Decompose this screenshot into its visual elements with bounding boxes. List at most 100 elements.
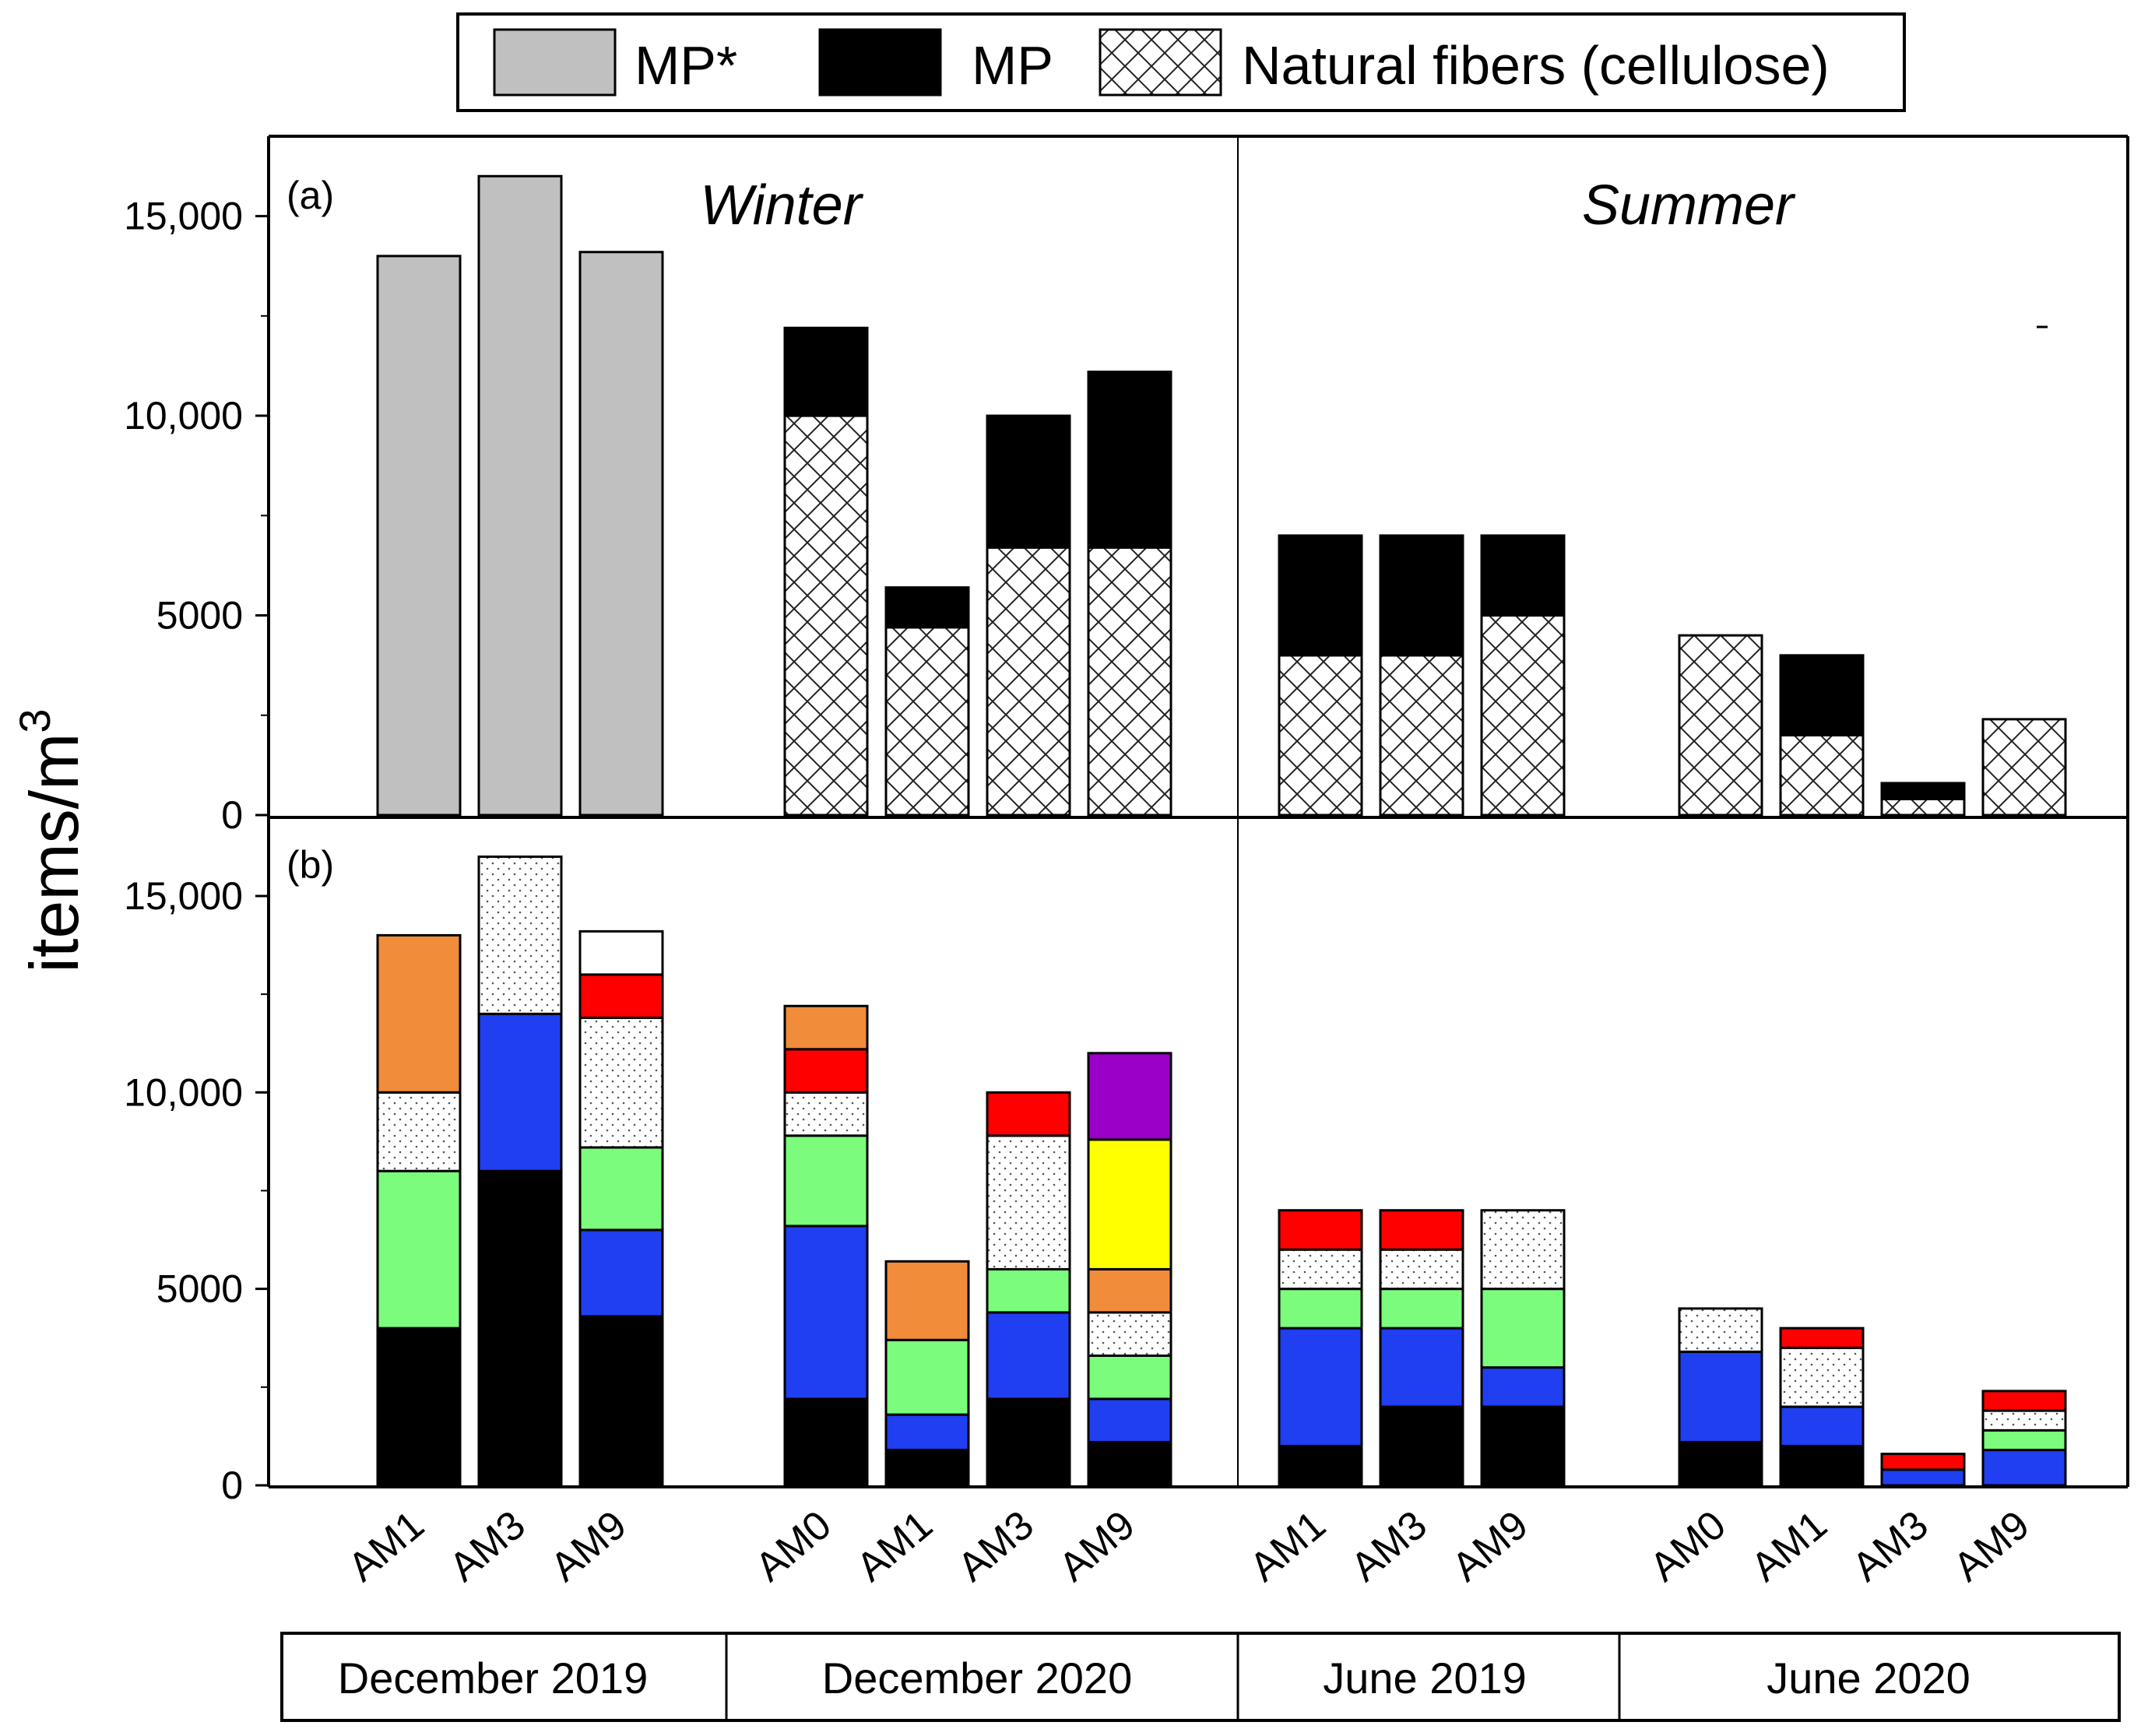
- bar-segment: [1278, 1445, 1363, 1487]
- x-tick-label-am9: AM9: [543, 1502, 635, 1590]
- bar-segment: [578, 251, 664, 817]
- bar-panel-b-june-2019-am1: [1278, 1209, 1363, 1487]
- bar-segment: [884, 1260, 970, 1341]
- x-tick-label-am9: AM9: [1946, 1502, 2038, 1590]
- bar-segment: [1379, 1248, 1464, 1291]
- y-tick-label: 5000: [156, 594, 243, 638]
- bar-panel-b-december-2019-am3: [477, 855, 563, 1487]
- panel-a-label: (a): [287, 174, 334, 217]
- period-table-frame: [280, 1632, 2121, 1722]
- bar-panel-b-june-2020-am9: [1981, 1390, 2067, 1487]
- x-tick-label-am9: AM9: [1444, 1502, 1537, 1590]
- bar-segment: [783, 1004, 869, 1051]
- bar-segment: [986, 1091, 1071, 1137]
- bar-panel-b-june-2020-am3: [1880, 1453, 1966, 1487]
- bar-segment: [1379, 1405, 1464, 1487]
- season-label-summer: Summer: [1582, 174, 1796, 237]
- bar-panel-a-june-2019-am9: [1480, 534, 1566, 817]
- bar-panel-b-december-2020-am9: [1087, 1052, 1172, 1487]
- bar-panel-b-june-2019-am3: [1379, 1209, 1464, 1487]
- period-label-jun-2020: June 2020: [1767, 1653, 1970, 1703]
- bar-segment: [1278, 534, 1363, 657]
- plot-area: [267, 135, 2129, 1488]
- bar-segment: [783, 1091, 869, 1137]
- bar-segment: [1779, 1346, 1865, 1408]
- bar-segment: [884, 626, 970, 817]
- bar-segment: [1379, 1288, 1464, 1330]
- bar-segment: [986, 1397, 1071, 1487]
- y-axis-title: items/m3: [10, 708, 93, 972]
- bar-segment: [578, 1228, 664, 1318]
- bar-segment: [1981, 1429, 2067, 1452]
- bar-segment: [578, 973, 664, 1019]
- legend: MP* MP Natural fibers (cellulose): [456, 12, 1906, 112]
- bar-segment: [376, 1169, 462, 1330]
- bar-segment: [1278, 1209, 1363, 1251]
- bar-segment: [1880, 1468, 1966, 1487]
- bar-segment: [1678, 1350, 1763, 1443]
- bar-segment: [1880, 797, 1966, 817]
- bar-panel-a-december-2020-am0: [783, 326, 869, 817]
- bar-segment: [1379, 1209, 1464, 1251]
- bar-segment: [1981, 1449, 2067, 1487]
- bar-segment: [986, 546, 1071, 817]
- bar-segment: [1678, 1440, 1763, 1487]
- bar-segment: [884, 1449, 970, 1487]
- bar-panel-a-june-2020-am1: [1779, 654, 1865, 817]
- bar-segment: [783, 1397, 869, 1487]
- bar-segment: [1678, 634, 1763, 817]
- bar-segment: [986, 1267, 1071, 1314]
- legend-label-mp-star: MP*: [635, 35, 737, 96]
- x-tick-label-am0: AM0: [1642, 1502, 1735, 1590]
- bar-segment: [477, 174, 563, 817]
- bar-panel-a-december-2020-am3: [986, 414, 1071, 817]
- bar-panel-b-december-2020-am0: [783, 1004, 869, 1487]
- bar-segment: [1087, 1311, 1172, 1357]
- bar-segment: [783, 1048, 869, 1094]
- bar-panel-b-december-2020-am3: [986, 1091, 1071, 1487]
- bar-panel-a-december-2019-am9: [578, 251, 664, 817]
- bar-segment: [1880, 1453, 1966, 1471]
- x-tick-label-am3: AM3: [1343, 1502, 1436, 1590]
- y-tick-label: 10,000: [124, 394, 243, 438]
- y-tick-label: 5000: [156, 1267, 243, 1311]
- bar-segment: [1880, 782, 1966, 800]
- bar-segment: [1779, 733, 1865, 817]
- x-tick-label-am1: AM1: [1242, 1502, 1334, 1590]
- x-tick-labels: AM1 AM3 AM9 AM0 AM1 AM3 AM9 AM1 AM3 AM9 AM0 AM1 AM3 A…: [340, 1502, 2038, 1590]
- bar-segment: [986, 414, 1071, 549]
- bar-segment: [1087, 1397, 1172, 1443]
- bar-panel-b-june-2020-am0: [1678, 1307, 1763, 1487]
- bar-segment: [477, 1012, 563, 1172]
- bar-segment: [884, 586, 970, 629]
- y-tick-label: 15,000: [124, 195, 243, 238]
- bar-segment: [1087, 1138, 1172, 1270]
- bar-panel-a-june-2020-am3: [1880, 782, 1966, 817]
- panel-b-label: (b): [287, 843, 334, 887]
- bar-panel-a-june-2020-am0: [1678, 634, 1763, 817]
- bar-panel-a-december-2019-am3: [477, 174, 563, 817]
- legend-label-natural-fibers: Natural fibers (cellulose): [1242, 35, 1830, 96]
- bar-segment: [1087, 1440, 1172, 1487]
- legend-swatch-natural-fibers: [1099, 28, 1222, 97]
- period-label-dec-2020: December 2020: [822, 1653, 1132, 1703]
- bar-panel-a-december-2020-am9: [1087, 371, 1172, 817]
- bar-segment: [783, 1134, 869, 1228]
- legend-swatch-mp: [818, 28, 942, 97]
- bar-segment: [1981, 1409, 2067, 1432]
- bar-segment: [1087, 371, 1172, 549]
- x-tick-label-am3: AM3: [950, 1502, 1042, 1590]
- bar-segment: [1278, 1288, 1363, 1330]
- x-tick-label-am9: AM9: [1051, 1502, 1144, 1590]
- bar-segment: [1379, 1327, 1464, 1408]
- period-table: December 2019 December 2020 June 2019 Ju…: [280, 1632, 2121, 1722]
- bar-segment: [376, 933, 462, 1094]
- bar-segment: [376, 255, 462, 817]
- x-tick-label-am1: AM1: [1743, 1502, 1836, 1590]
- bar-panel-a-december-2020-am1: [884, 586, 970, 817]
- x-tick-label-am0: AM0: [747, 1502, 840, 1590]
- period-label-dec-2019: December 2019: [338, 1653, 648, 1703]
- bar-segment: [1480, 534, 1566, 617]
- bar-segment: [376, 1327, 462, 1487]
